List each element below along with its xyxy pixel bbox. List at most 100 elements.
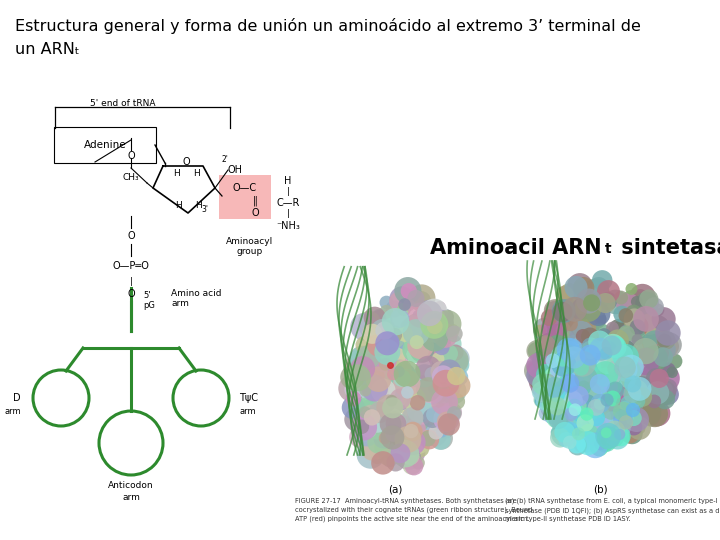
Circle shape — [604, 380, 618, 394]
Circle shape — [559, 348, 586, 374]
Circle shape — [433, 370, 459, 396]
Circle shape — [588, 379, 603, 395]
Circle shape — [622, 336, 646, 360]
Circle shape — [621, 423, 643, 444]
Circle shape — [569, 365, 591, 388]
Circle shape — [624, 407, 649, 432]
Circle shape — [573, 315, 599, 341]
Circle shape — [590, 415, 603, 429]
Circle shape — [584, 296, 600, 312]
Circle shape — [427, 318, 443, 334]
Circle shape — [598, 438, 612, 453]
Circle shape — [599, 292, 617, 310]
Circle shape — [606, 421, 620, 434]
Circle shape — [624, 310, 643, 330]
Circle shape — [361, 367, 380, 386]
Circle shape — [597, 328, 612, 343]
Circle shape — [575, 361, 588, 374]
Circle shape — [377, 394, 395, 413]
Text: Aminoacyl: Aminoacyl — [226, 237, 274, 246]
Circle shape — [418, 300, 440, 321]
Circle shape — [593, 331, 606, 343]
Circle shape — [556, 400, 573, 417]
Circle shape — [632, 338, 659, 365]
Circle shape — [590, 374, 610, 394]
Circle shape — [346, 391, 361, 407]
Circle shape — [404, 315, 423, 335]
Circle shape — [338, 375, 366, 402]
Circle shape — [536, 336, 554, 354]
Text: 3': 3' — [202, 206, 209, 214]
Circle shape — [593, 426, 607, 440]
Circle shape — [615, 327, 640, 352]
Circle shape — [379, 432, 391, 444]
Circle shape — [546, 392, 563, 409]
Circle shape — [589, 338, 611, 360]
Text: Aminoacil ARN: Aminoacil ARN — [430, 238, 602, 258]
Circle shape — [626, 305, 642, 321]
Circle shape — [526, 360, 544, 378]
Circle shape — [569, 394, 593, 418]
Circle shape — [548, 307, 565, 324]
Circle shape — [426, 345, 446, 364]
Circle shape — [598, 280, 609, 291]
Circle shape — [426, 407, 442, 423]
Circle shape — [614, 291, 628, 305]
Circle shape — [560, 419, 582, 441]
Circle shape — [346, 354, 366, 374]
Circle shape — [383, 336, 405, 357]
Circle shape — [571, 409, 582, 421]
Circle shape — [379, 413, 402, 435]
Circle shape — [390, 452, 402, 464]
Circle shape — [390, 443, 410, 463]
Circle shape — [606, 426, 629, 449]
Circle shape — [375, 396, 390, 410]
Circle shape — [561, 341, 580, 360]
Circle shape — [580, 425, 595, 440]
Text: Adenine: Adenine — [84, 140, 126, 150]
Circle shape — [608, 359, 636, 387]
Circle shape — [350, 414, 377, 441]
Circle shape — [572, 298, 594, 320]
Circle shape — [365, 381, 385, 401]
Circle shape — [628, 377, 652, 401]
Circle shape — [389, 348, 406, 364]
Circle shape — [631, 296, 643, 308]
Circle shape — [554, 387, 570, 402]
Circle shape — [400, 320, 414, 333]
Circle shape — [597, 349, 608, 361]
Circle shape — [415, 356, 441, 381]
Text: (a) (b) tRNA synthetase from E. coli, a typical monomeric type-I
synthetase (PDB: (a) (b) tRNA synthetase from E. coli, a … — [505, 498, 720, 522]
Circle shape — [571, 281, 591, 301]
Circle shape — [379, 305, 393, 319]
Circle shape — [605, 390, 621, 407]
Text: C—R: C—R — [276, 198, 300, 208]
Circle shape — [619, 355, 644, 380]
Circle shape — [562, 405, 577, 419]
Circle shape — [591, 284, 606, 299]
Circle shape — [541, 309, 557, 326]
Circle shape — [379, 334, 408, 362]
Circle shape — [344, 364, 371, 391]
Circle shape — [356, 336, 374, 355]
Circle shape — [608, 409, 628, 429]
Circle shape — [422, 370, 449, 397]
Circle shape — [391, 418, 413, 441]
Circle shape — [350, 313, 378, 341]
Circle shape — [356, 441, 384, 469]
Circle shape — [539, 392, 556, 409]
Circle shape — [590, 394, 610, 413]
Text: H: H — [284, 176, 292, 186]
Circle shape — [619, 308, 633, 322]
Circle shape — [378, 427, 402, 450]
Circle shape — [367, 334, 390, 356]
Circle shape — [416, 377, 441, 402]
Circle shape — [552, 329, 570, 348]
Circle shape — [598, 361, 615, 379]
Text: O: O — [251, 208, 258, 218]
Circle shape — [388, 328, 402, 342]
Circle shape — [382, 325, 405, 349]
Circle shape — [366, 341, 383, 357]
Circle shape — [374, 430, 392, 448]
Circle shape — [440, 327, 456, 343]
